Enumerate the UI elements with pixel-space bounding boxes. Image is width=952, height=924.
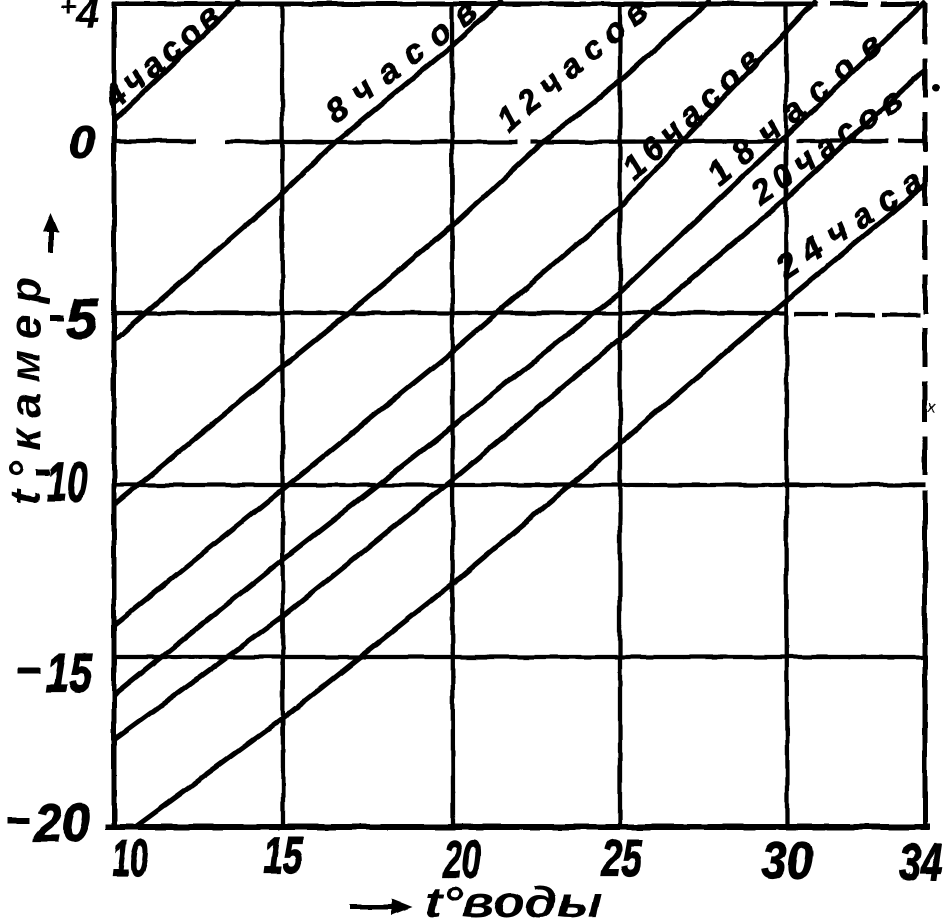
svg-text:+: + bbox=[60, 0, 76, 22]
svg-text:5: 5 bbox=[66, 287, 98, 350]
svg-text:0: 0 bbox=[69, 117, 95, 167]
svg-text:25: 25 bbox=[601, 828, 643, 887]
svg-text:30: 30 bbox=[762, 832, 813, 889]
svg-text:4: 4 bbox=[75, 0, 99, 37]
svg-text:15: 15 bbox=[46, 643, 94, 703]
svg-text:10: 10 bbox=[112, 830, 148, 888]
svg-text:20: 20 bbox=[33, 794, 90, 854]
svg-text:34: 34 bbox=[900, 833, 943, 891]
svg-text:к: к bbox=[903, 867, 911, 883]
svg-text:x: x bbox=[927, 399, 937, 416]
svg-text:10: 10 bbox=[46, 451, 87, 514]
svg-text:20: 20 bbox=[443, 831, 481, 889]
svg-text:15: 15 bbox=[263, 827, 303, 884]
svg-text:t°воды: t°воды bbox=[424, 878, 602, 924]
